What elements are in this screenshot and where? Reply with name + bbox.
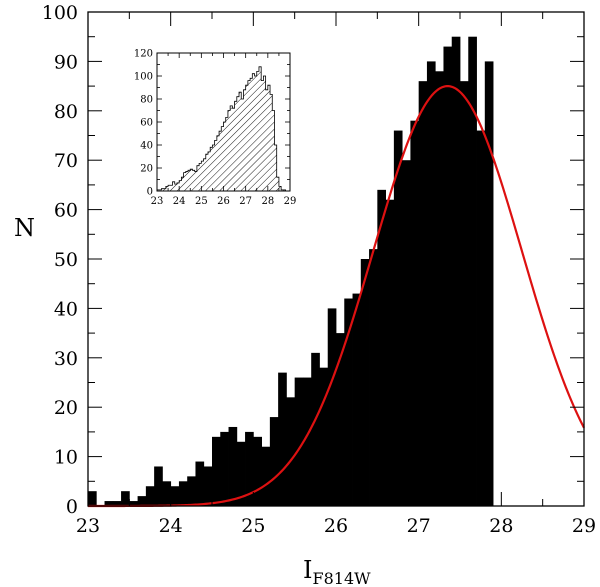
x-tick-label: 24 <box>159 515 183 537</box>
histogram-bar <box>443 46 453 507</box>
histogram-bar <box>468 36 477 506</box>
histogram-bar <box>195 461 205 506</box>
inset-x-tick-label: 27 <box>239 196 252 207</box>
histogram-bar <box>377 189 386 506</box>
histogram-bar <box>460 81 469 506</box>
histogram-bar <box>145 486 155 506</box>
y-tick-label: 80 <box>54 101 78 123</box>
histogram-bar <box>344 298 353 506</box>
x-tick-label: 29 <box>572 515 596 537</box>
y-tick-label: 20 <box>54 397 78 419</box>
y-tick-label: 0 <box>66 496 78 518</box>
inset-y-tick-label: 100 <box>134 72 153 83</box>
histogram-bar <box>228 426 238 506</box>
inset-histogram-outline <box>156 66 290 192</box>
x-tick-label: 25 <box>241 515 265 537</box>
histogram-bar <box>484 61 494 507</box>
histogram-bar <box>187 476 196 506</box>
histogram-bar <box>220 431 229 506</box>
y-tick-label: 70 <box>54 150 78 172</box>
histogram-bar <box>311 352 320 506</box>
inset-y-tick-label: 20 <box>140 164 153 175</box>
histogram-bar <box>278 372 287 506</box>
inset-y-tick-label: 60 <box>140 118 153 129</box>
inset-x-tick-label: 24 <box>173 196 186 207</box>
x-axis-label-main: I <box>303 556 312 584</box>
y-tick-label: 10 <box>54 447 78 469</box>
histogram-bar <box>245 431 254 506</box>
y-tick-label: 50 <box>54 249 78 271</box>
histogram-bar <box>121 491 130 506</box>
main-axis-ticks <box>87 11 585 507</box>
histogram-bar <box>269 417 279 506</box>
x-axis-label: IF814W <box>303 556 371 587</box>
inset-x-tick-label: 25 <box>195 196 208 207</box>
inset-x-tick-label: 28 <box>261 196 274 207</box>
histogram-bar <box>162 481 172 506</box>
inset-y-tick-label: 0 <box>147 187 153 198</box>
inset-x-tick-label: 26 <box>217 196 230 207</box>
histogram-bar <box>212 436 221 506</box>
x-tick-label: 27 <box>407 515 431 537</box>
x-tick-label: 28 <box>489 515 513 537</box>
inset-x-tick-label: 29 <box>284 196 297 207</box>
histogram-bar <box>402 160 411 506</box>
histogram-bar <box>352 293 362 506</box>
histogram-bar <box>369 249 378 506</box>
histogram-bar <box>286 397 296 506</box>
histogram-bar <box>476 130 486 506</box>
histogram-bar <box>294 377 304 506</box>
inset-histogram-fill <box>157 66 290 191</box>
histogram-bar <box>112 501 122 506</box>
inset-y-tick-label: 80 <box>140 95 153 106</box>
histogram-bar <box>393 130 403 506</box>
histogram-bar <box>253 436 262 506</box>
y-axis-label: N <box>14 214 35 242</box>
histogram-bar <box>129 501 138 506</box>
histogram-bar <box>426 61 436 507</box>
inset-axis-tick-labels: 23 24 25 26 27 28 29 0 20 40 60 80 100 120 <box>134 49 296 208</box>
x-tick-label: 23 <box>76 515 100 537</box>
inset-y-tick-label: 120 <box>134 49 153 60</box>
inset-y-tick-label: 40 <box>140 141 153 152</box>
histogram-bar <box>178 481 188 506</box>
histogram-bar <box>435 71 444 506</box>
histogram-bar <box>385 199 395 506</box>
histogram-bar <box>336 333 345 506</box>
histogram-bar <box>302 377 312 506</box>
histogram-bar <box>319 367 329 506</box>
histogram-bar <box>418 81 428 506</box>
x-tick-label: 26 <box>324 515 348 537</box>
histogram-bar <box>410 120 420 507</box>
y-tick-label: 90 <box>54 51 78 73</box>
histogram-bar <box>154 466 163 506</box>
y-tick-label: 60 <box>54 200 78 222</box>
histogram-bar <box>236 441 246 506</box>
histogram-bar <box>203 466 213 506</box>
histogram-bar <box>88 491 97 506</box>
main-histogram-bars <box>88 36 494 507</box>
histogram-bar <box>137 496 147 506</box>
inset-histogram: 23 24 25 26 27 28 29 0 20 40 60 80 100 120 <box>134 49 296 208</box>
y-tick-label: 30 <box>54 348 78 370</box>
histogram-bar <box>327 308 337 506</box>
histogram-bar <box>451 36 461 506</box>
histogram-bar <box>170 486 180 506</box>
x-axis-label-subscript: F814W <box>312 569 371 587</box>
y-tick-label: 40 <box>54 298 78 320</box>
histogram-bar <box>360 259 370 506</box>
inset-x-tick-label: 23 <box>151 196 164 207</box>
y-tick-label: 100 <box>42 2 78 24</box>
histogram-bar <box>104 501 114 506</box>
main-axis-tick-labels: 23 24 25 26 27 28 29 0 10 20 30 40 50 60 70 80 90 100 <box>42 2 596 537</box>
inset-axis-ticks <box>156 52 291 192</box>
histogram-bar <box>261 446 271 506</box>
